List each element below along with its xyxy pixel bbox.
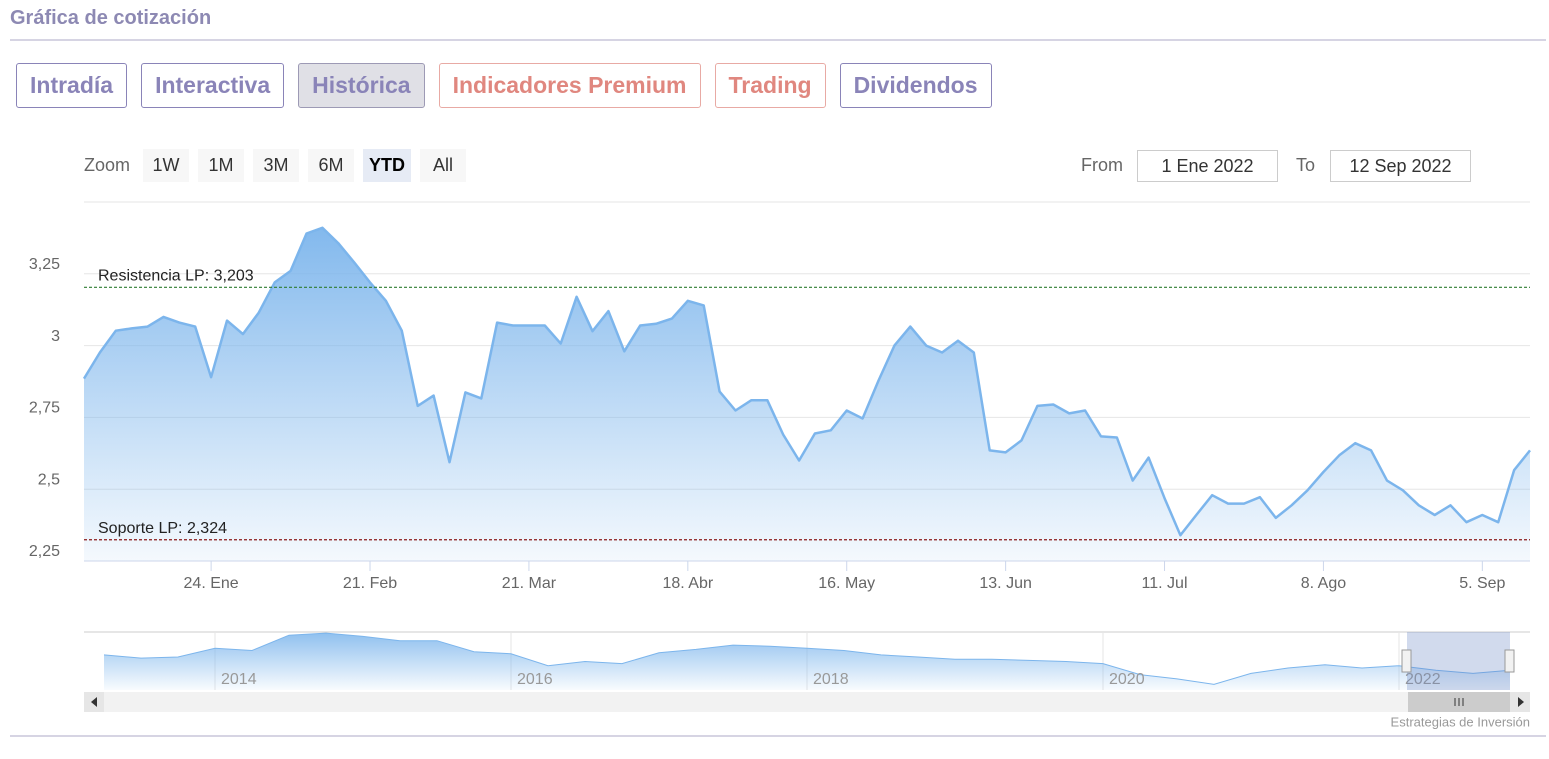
from-label: From: [1081, 155, 1123, 175]
zoom: Zoom 1W 1M 3M 6M YTD All: [84, 149, 467, 182]
thumb-grip: [1454, 698, 1464, 706]
from-input[interactable]: 1 Ene 2022: [1137, 150, 1278, 182]
plot-line-label: Soporte LP: 2,324: [98, 520, 227, 537]
zoom-button[interactable]: YTD: [363, 149, 412, 182]
to-input[interactable]: 12 Sep 2022: [1330, 150, 1471, 182]
x-tick-label: 24. Ene: [184, 575, 239, 592]
tab[interactable]: Histórica: [298, 63, 425, 108]
to-label: To: [1296, 155, 1316, 175]
y-tick-label: 3,25: [29, 256, 60, 273]
zoom-button[interactable]: 3M: [253, 149, 300, 182]
navigator-selection[interactable]: [1407, 632, 1510, 690]
tab[interactable]: Dividendos: [839, 63, 992, 108]
x-tick-label: 21. Feb: [343, 575, 397, 592]
navigator-handle[interactable]: [1401, 649, 1412, 673]
credits: Estrategias de Inversión: [1391, 714, 1530, 729]
navigator-label: 2016: [517, 671, 553, 688]
x-tick-label: 13. Jun: [979, 575, 1031, 592]
zoom-button[interactable]: 1W: [143, 149, 190, 182]
zoom-button[interactable]: 6M: [308, 149, 355, 182]
area: [84, 227, 1530, 562]
arrow-left: [91, 697, 97, 707]
navigator-label: 2014: [221, 671, 257, 688]
x-tick-label: 11. Jul: [1142, 575, 1188, 592]
x-tick-label: 8. Ago: [1301, 575, 1346, 592]
navigator: 2014 2016 2018 2020 2022: [103, 632, 1511, 690]
price-line: [82, 226, 1531, 537]
zoom-button[interactable]: All: [420, 149, 467, 182]
tab[interactable]: Trading: [714, 63, 826, 108]
zoom-button[interactable]: 1M: [198, 149, 245, 182]
navigator-area: [104, 633, 1510, 690]
x-tick-label: 16. May: [818, 575, 875, 592]
y-tick-label: 3: [51, 328, 60, 345]
y-tick-label: 2,5: [38, 471, 60, 488]
y-tick-label: 2,25: [29, 543, 60, 560]
navigator-line: [103, 632, 1511, 685]
tab[interactable]: Indicadores Premium: [438, 63, 701, 108]
tab[interactable]: Intradía: [16, 63, 128, 108]
arrow-right: [1518, 697, 1524, 707]
zoom-label: Zoom: [84, 155, 131, 175]
x-tick-label: 18. Abr: [662, 575, 713, 592]
scrollbar-track[interactable]: [84, 692, 1530, 712]
navigator-label: 2018: [813, 671, 849, 688]
plot-line-label: Resistencia LP: 3,203: [98, 268, 254, 285]
navigator-label: 2020: [1109, 671, 1145, 688]
navigator-handle[interactable]: [1504, 649, 1515, 673]
tabs: Intradía Interactiva Histórica Indicadores …: [16, 63, 992, 108]
navigator-label: 2022: [1405, 671, 1441, 688]
x-tick-label: 21. Mar: [502, 575, 557, 592]
title: Gráfica de cotización: [10, 7, 212, 29]
x-tick-label: 5. Sep: [1459, 575, 1505, 592]
tab[interactable]: Interactiva: [141, 63, 285, 108]
plot: 2,25 2,5 2,75 3 3,25 24. Ene 21. Feb 21. Mar 18.…: [29, 226, 1531, 592]
y-tick-label: 2,75: [29, 400, 60, 417]
